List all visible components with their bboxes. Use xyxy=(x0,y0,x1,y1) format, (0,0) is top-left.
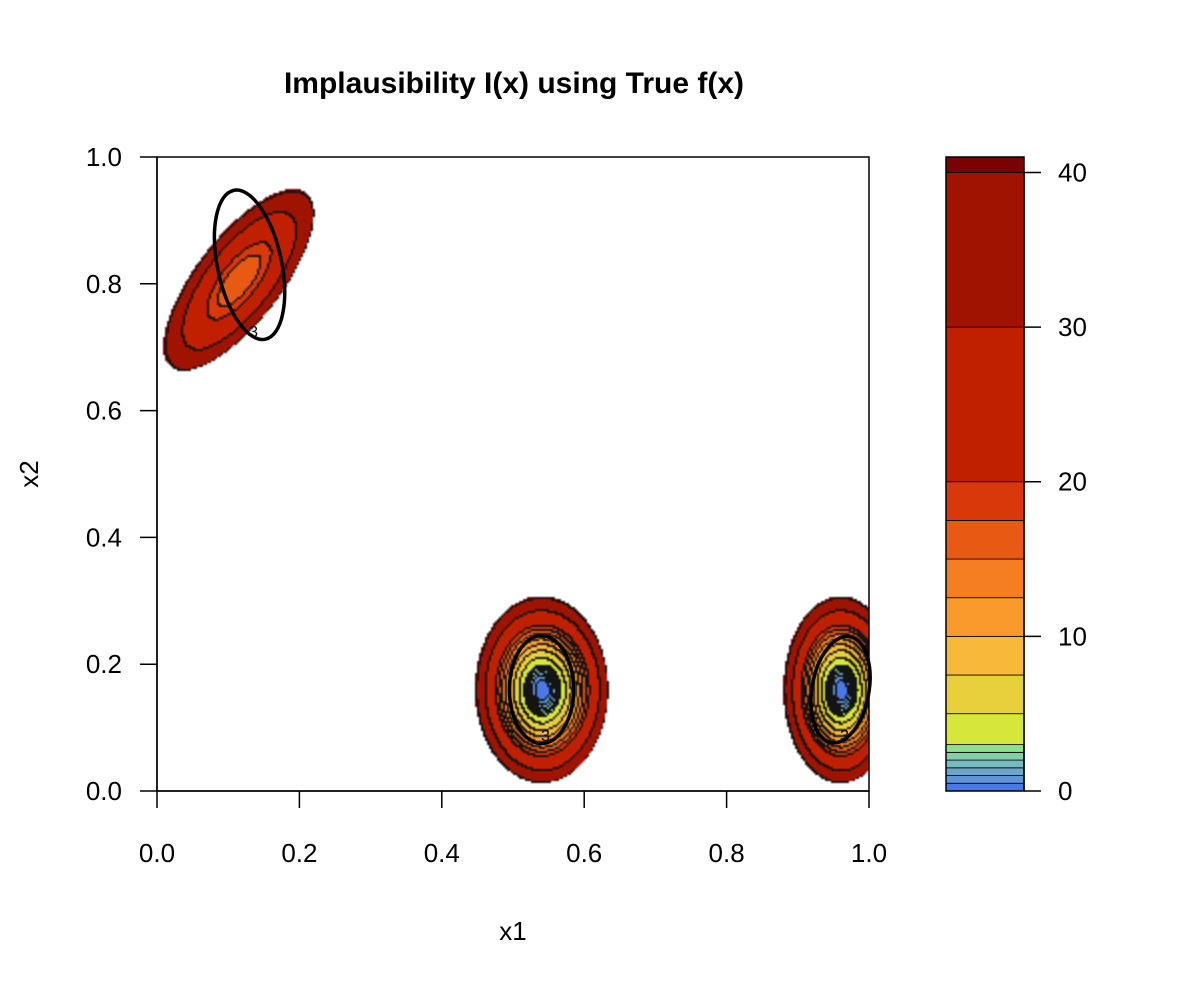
legend-band xyxy=(945,558,1025,599)
legend-band xyxy=(945,172,1025,328)
legend-band xyxy=(945,713,1025,746)
x-tick-label: 0.4 xyxy=(424,838,460,868)
y-tick-label: 0.4 xyxy=(86,522,122,552)
legend-band xyxy=(945,674,1025,715)
legend-band xyxy=(945,751,1025,761)
cutoff-contour-label: 3 xyxy=(249,324,258,341)
legend-band xyxy=(945,481,1025,521)
plot-panel: 3 3 3 xyxy=(156,156,872,792)
legend-tick-label: 20 xyxy=(1058,467,1087,497)
legend-band xyxy=(945,759,1025,769)
legend-band xyxy=(945,767,1025,776)
y-tick-label: 0.0 xyxy=(86,776,122,806)
x-axis-label: x1 xyxy=(499,916,526,946)
x-tick-label: 0.8 xyxy=(709,838,745,868)
cutoff-contour-label: 3 xyxy=(541,728,550,745)
y-tick-label: 0.8 xyxy=(86,269,122,299)
legend-tick-label: 40 xyxy=(1058,157,1087,187)
legend-band xyxy=(945,326,1025,483)
y-tick-label: 0.2 xyxy=(86,649,122,679)
chart-title: Implausibility I(x) using True f(x) xyxy=(284,67,744,100)
color-legend: 0 10 20 30 40 xyxy=(945,156,1087,806)
y-tick-label: 0.6 xyxy=(86,396,122,426)
x-tick-label: 0.2 xyxy=(281,838,317,868)
cutoff-contour-ring xyxy=(507,633,576,746)
y-axis: 0.0 0.2 0.4 0.6 0.8 1.0 x2 xyxy=(14,142,158,806)
x-tick-label: 0.0 xyxy=(139,838,175,868)
x-tick-label: 1.0 xyxy=(851,838,887,868)
x-axis: 0.0 0.2 0.4 0.6 0.8 1.0 x1 xyxy=(139,790,887,946)
y-tick-label: 1.0 xyxy=(86,142,122,172)
legend-tick-label: 0 xyxy=(1058,776,1072,806)
legend-tick-label: 10 xyxy=(1058,621,1087,651)
x-tick-label: 0.6 xyxy=(566,838,602,868)
legend-band xyxy=(945,597,1025,637)
legend-band xyxy=(945,782,1025,792)
cutoff-contour-label: 3 xyxy=(840,728,849,745)
legend-band xyxy=(945,156,1025,173)
implausibility-surface xyxy=(157,157,869,791)
y-axis-label: x2 xyxy=(14,460,44,487)
legend-band xyxy=(945,775,1025,784)
legend-band xyxy=(945,635,1025,676)
legend-tick-label: 30 xyxy=(1058,312,1087,342)
legend-band xyxy=(945,744,1025,753)
cutoff-contour-ring xyxy=(212,188,287,342)
legend-band xyxy=(945,519,1025,560)
